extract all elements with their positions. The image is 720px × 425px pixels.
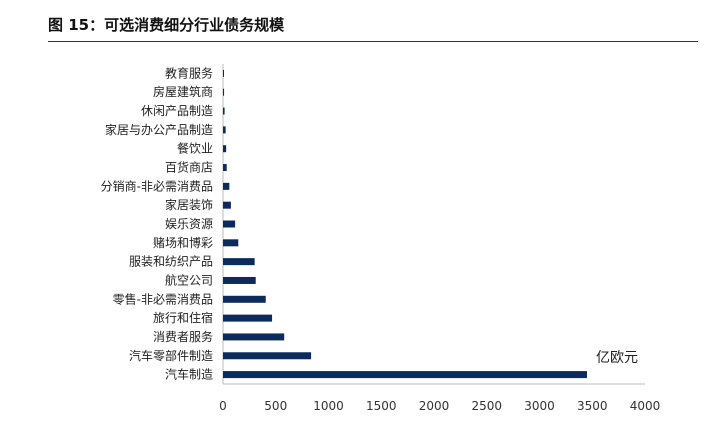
category-label: 汽车制造 — [165, 367, 213, 382]
category-labels: 教育服务房屋建筑商休闲产品制造家居与办公产品制造餐饮业百货商店分销商-非必需消费… — [101, 65, 213, 381]
x-tick-label: 3000 — [524, 399, 555, 413]
category-label: 娱乐资源 — [165, 217, 213, 231]
figure-title: 图 15：可选消费细分行业债务规模 — [48, 16, 285, 34]
category-label: 航空公司 — [165, 272, 213, 287]
category-label: 旅行和住宿 — [153, 310, 213, 325]
category-label: 休闲产品制造 — [141, 104, 213, 118]
x-tick-label: 500 — [264, 399, 287, 413]
title-divider — [48, 41, 698, 42]
bar — [223, 239, 239, 247]
x-tick-label: 0 — [219, 399, 227, 413]
bar — [223, 164, 227, 172]
x-tick-label: 2000 — [419, 399, 450, 413]
bar — [223, 333, 285, 341]
category-label: 服装和纺织产品 — [129, 255, 213, 269]
bar — [223, 107, 225, 115]
category-label: 家居与办公产品制造 — [105, 122, 213, 137]
category-label: 赌场和博彩 — [153, 235, 213, 250]
category-label: 房屋建筑商 — [153, 84, 213, 99]
category-label: 教育服务 — [165, 65, 213, 80]
bar — [223, 145, 227, 153]
category-label: 分销商-非必需消费品 — [101, 178, 213, 193]
bar — [223, 201, 231, 209]
category-label: 家居装饰 — [165, 197, 213, 212]
category-label: 零售-非必需消费品 — [113, 291, 213, 306]
category-label: 百货商店 — [165, 160, 213, 175]
bars-group — [223, 69, 587, 379]
bar — [223, 126, 226, 134]
bar — [223, 276, 256, 284]
bar — [223, 182, 230, 190]
x-tick-label: 4000 — [630, 399, 661, 413]
x-tick-label: 2500 — [471, 399, 502, 413]
bar — [223, 352, 312, 360]
bar — [223, 314, 273, 322]
x-tick-label: 1000 — [313, 399, 344, 413]
bar — [223, 295, 266, 303]
unit-label: 亿欧元 — [596, 350, 638, 366]
bar — [223, 371, 587, 379]
category-label: 消费者服务 — [153, 329, 213, 344]
category-label: 餐饮业 — [177, 141, 213, 156]
bar — [223, 88, 225, 96]
x-tick-label: 3500 — [577, 399, 608, 413]
category-label: 汽车零部件制造 — [129, 348, 213, 363]
bar — [223, 220, 236, 228]
x-tick-labels: 0 500 1000 1500 2000 2500 3000 3500 4000 — [219, 399, 660, 413]
bar — [223, 258, 255, 266]
bar — [223, 69, 224, 77]
x-tick-label: 1500 — [366, 399, 397, 413]
